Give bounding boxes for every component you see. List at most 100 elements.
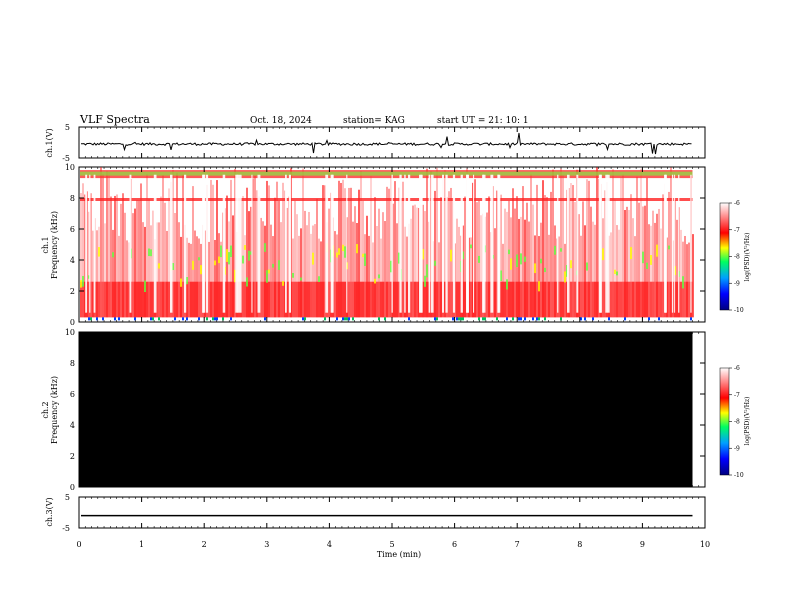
spec-green-patch bbox=[336, 252, 338, 258]
spec-green-patch bbox=[544, 267, 546, 273]
spec-green-patch bbox=[462, 251, 464, 260]
spec-gap bbox=[576, 174, 579, 313]
spec-column bbox=[558, 236, 560, 318]
y-tick-label: 8 bbox=[70, 359, 75, 368]
spec-column bbox=[646, 177, 648, 318]
spec-low-dot bbox=[304, 317, 306, 321]
spec-gap bbox=[222, 174, 226, 313]
colorbar-tick-label: -9 bbox=[734, 445, 740, 452]
spec-column bbox=[298, 235, 300, 318]
spec-low-dot bbox=[214, 317, 216, 321]
ch1-spec-ylabel-1: ch.1 bbox=[41, 236, 50, 253]
spec-gap bbox=[452, 174, 456, 313]
spec-low-dot bbox=[230, 317, 232, 321]
spec-low-dot bbox=[580, 317, 582, 321]
spec-column bbox=[136, 200, 138, 318]
spec-column bbox=[310, 233, 312, 318]
spec-column bbox=[648, 224, 650, 318]
spec-column bbox=[88, 211, 90, 318]
spec-green-patch bbox=[344, 246, 346, 258]
colorbar-ch2: -6 -7 -8 -9 -10 log(PSD)(V²/Hz) bbox=[719, 365, 751, 479]
spec-green-patch bbox=[508, 249, 510, 255]
spec-column bbox=[588, 180, 590, 318]
ch1-spectrogram-heatmap bbox=[80, 167, 694, 321]
spec-green-patch bbox=[250, 251, 252, 255]
spec-column bbox=[640, 168, 642, 318]
spec-green-patch bbox=[246, 277, 248, 287]
spec-column bbox=[162, 174, 164, 318]
spec-gap bbox=[408, 174, 411, 313]
spec-gap bbox=[599, 174, 602, 313]
spec-green-patch bbox=[614, 269, 616, 275]
ch1-waveform-trace bbox=[81, 132, 692, 155]
spec-column bbox=[444, 170, 446, 318]
spec-column bbox=[260, 217, 262, 318]
spec-column bbox=[462, 225, 464, 318]
spec-green-patch bbox=[506, 279, 508, 290]
spec-column bbox=[138, 200, 140, 318]
spec-column bbox=[210, 179, 212, 318]
spec-column bbox=[142, 222, 144, 318]
spec-column bbox=[670, 167, 672, 318]
spec-column bbox=[382, 212, 384, 318]
spec-column bbox=[196, 236, 198, 318]
spec-column bbox=[156, 222, 158, 318]
spec-column bbox=[96, 230, 98, 318]
spec-column bbox=[556, 238, 558, 318]
spec-gap bbox=[567, 174, 570, 313]
spec-column bbox=[122, 193, 124, 318]
spec-green-patch bbox=[500, 270, 502, 282]
spec-green-patch bbox=[362, 253, 364, 258]
spec-gap bbox=[605, 174, 608, 313]
date-label: Oct. 18, 2024 bbox=[250, 116, 312, 126]
spec-column bbox=[124, 212, 126, 318]
spec-column bbox=[176, 172, 178, 318]
spec-column bbox=[248, 211, 250, 318]
spec-low-dot bbox=[592, 317, 594, 321]
spec-column bbox=[486, 212, 488, 318]
ch3-ytick-bottom: -5 bbox=[62, 524, 70, 533]
spec-gap bbox=[399, 174, 402, 313]
spec-gap bbox=[665, 174, 667, 313]
spec-column bbox=[180, 236, 182, 318]
colorbar-tick-label: -10 bbox=[734, 307, 744, 314]
spec-column bbox=[662, 194, 664, 318]
spec-green-patch bbox=[244, 245, 246, 250]
spec-column bbox=[350, 187, 352, 318]
spec-column bbox=[322, 185, 324, 318]
spec-green-patch bbox=[524, 256, 526, 262]
spec-green-patch bbox=[150, 249, 152, 257]
spec-gap bbox=[85, 174, 88, 313]
spec-column bbox=[234, 168, 236, 318]
spec-column bbox=[108, 171, 110, 318]
start-ut-label: start UT = 21: 10: 1 bbox=[437, 116, 529, 126]
spec-low-dot bbox=[484, 317, 486, 321]
spec-column bbox=[594, 224, 596, 318]
x-tick-label: 1 bbox=[139, 540, 144, 549]
spec-low-dot bbox=[452, 317, 454, 321]
spec-green-patch bbox=[228, 252, 230, 265]
ch1-ytick-bottom: -5 bbox=[62, 154, 70, 163]
spec-low-dot bbox=[182, 317, 184, 321]
y-tick-label: 10 bbox=[65, 163, 75, 172]
spec-gap bbox=[251, 174, 253, 313]
x-tick-label: 0 bbox=[76, 540, 81, 549]
spec-column bbox=[216, 180, 218, 318]
spec-gap bbox=[391, 174, 393, 313]
spec-column bbox=[90, 193, 92, 318]
spec-column bbox=[252, 178, 254, 318]
spec-green-patch bbox=[272, 263, 274, 268]
colorbar-tick-label: -10 bbox=[734, 472, 744, 479]
spec-low-dot bbox=[96, 317, 98, 321]
spec-green-patch bbox=[144, 280, 146, 293]
spec-gap bbox=[331, 174, 334, 313]
y-tick-label: 6 bbox=[70, 225, 75, 234]
spec-green-patch bbox=[192, 260, 194, 270]
spec-green-patch bbox=[148, 248, 150, 257]
spec-column bbox=[542, 180, 544, 318]
spec-low-dot bbox=[174, 317, 176, 321]
x-tick-label: 7 bbox=[515, 540, 520, 549]
spec-column bbox=[440, 197, 442, 318]
spec-column bbox=[92, 230, 94, 318]
ch2-spec-ylabel-1: ch.2 bbox=[41, 401, 50, 418]
